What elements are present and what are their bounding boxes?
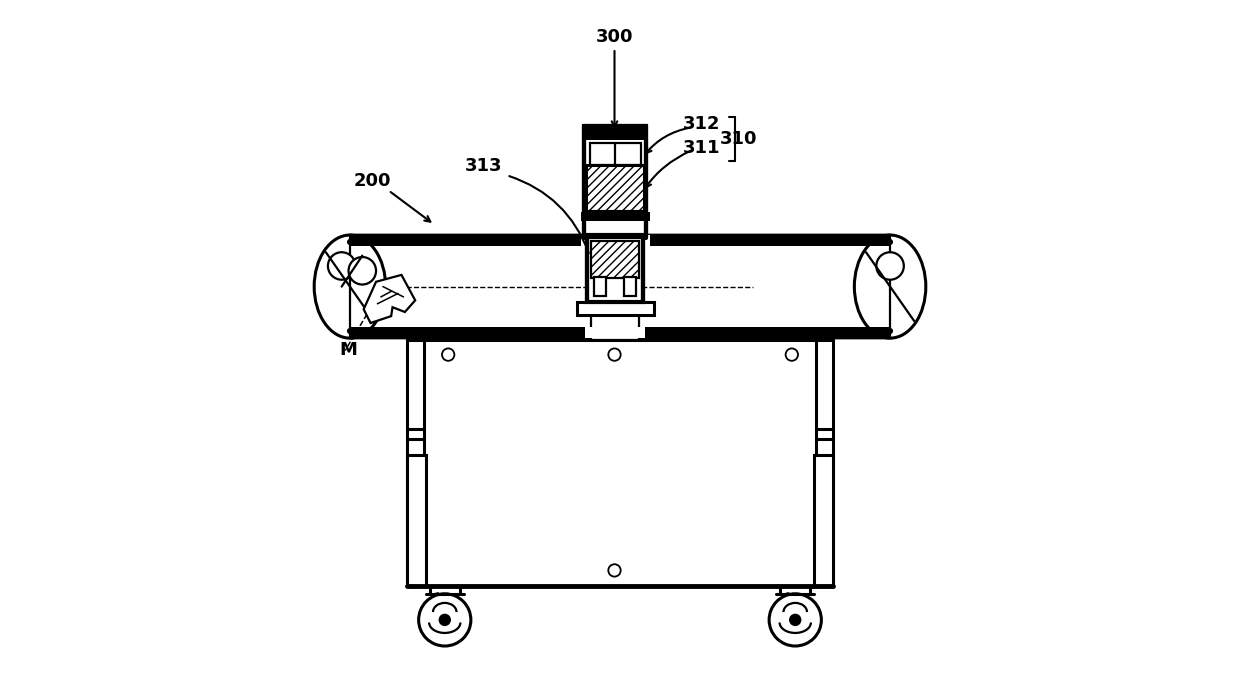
Bar (350, 327, 890, 338)
Bar (584, 126, 646, 235)
Bar (580, 212, 650, 221)
Circle shape (348, 257, 376, 284)
Bar (591, 315, 640, 339)
Text: 200: 200 (353, 172, 392, 190)
Text: 313: 313 (465, 157, 502, 175)
Bar (587, 165, 644, 212)
Bar (407, 455, 427, 586)
Bar (591, 241, 640, 278)
Polygon shape (363, 275, 415, 323)
Circle shape (877, 253, 904, 279)
Text: 311: 311 (682, 139, 720, 157)
Circle shape (439, 614, 450, 625)
Bar (584, 126, 646, 140)
Bar (350, 235, 890, 338)
Bar (813, 455, 833, 586)
Bar (407, 339, 833, 586)
Ellipse shape (314, 235, 386, 338)
Circle shape (786, 348, 799, 361)
Bar (577, 302, 653, 315)
Bar (594, 277, 606, 296)
Circle shape (790, 614, 801, 625)
Circle shape (609, 564, 621, 577)
Bar (350, 235, 890, 338)
Ellipse shape (854, 235, 926, 338)
Text: 310: 310 (719, 130, 756, 148)
Circle shape (609, 348, 621, 361)
Bar (350, 235, 890, 246)
Bar (587, 237, 644, 302)
Bar (585, 327, 646, 338)
Circle shape (441, 348, 454, 361)
Circle shape (327, 253, 356, 279)
Bar (624, 277, 636, 296)
Text: 300: 300 (595, 28, 634, 46)
Bar (580, 235, 650, 246)
Text: 312: 312 (682, 115, 720, 132)
Text: M: M (340, 342, 357, 359)
Bar (590, 143, 641, 165)
